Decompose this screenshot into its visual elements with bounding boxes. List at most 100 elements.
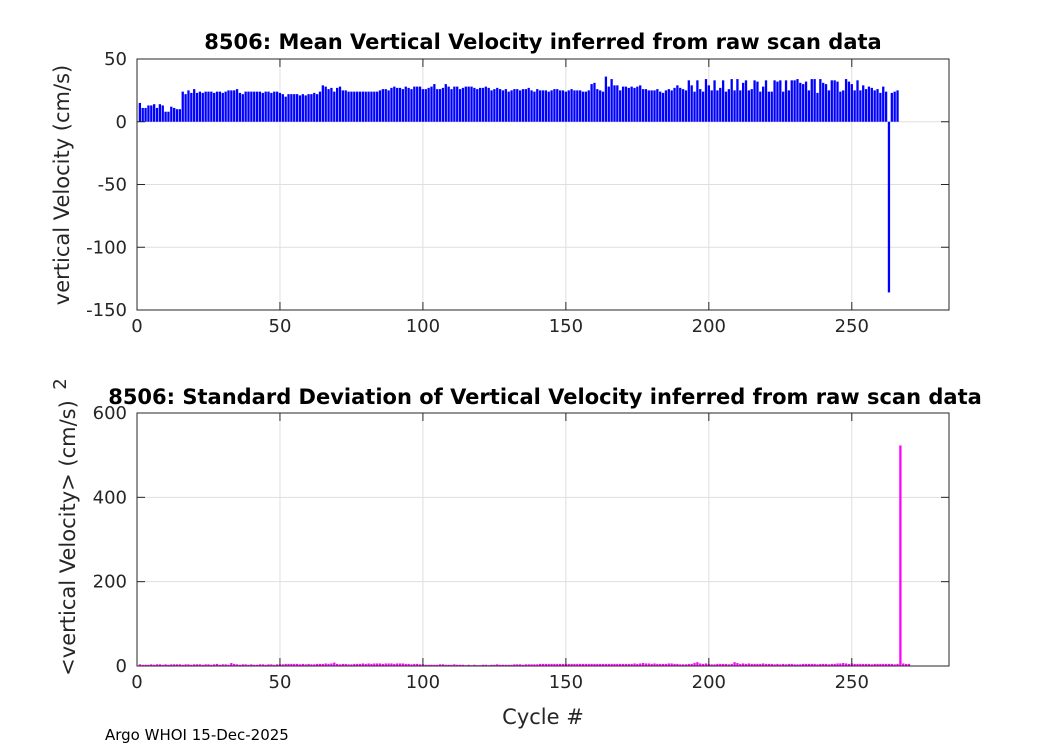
bar-cycle-79 xyxy=(361,91,365,122)
bar-cycle-19 xyxy=(190,664,193,666)
bar-cycle-229 xyxy=(790,80,793,122)
bar-cycle-211 xyxy=(739,663,742,666)
bar-cycle-262 xyxy=(884,91,888,122)
bar-cycle-62 xyxy=(313,664,316,666)
bar-cycle-81 xyxy=(367,91,370,122)
bar-cycle-174 xyxy=(633,663,636,666)
bar-cycle-173 xyxy=(630,86,633,122)
bar-cycle-261 xyxy=(882,86,885,122)
bar-cycle-64 xyxy=(318,91,322,122)
bar-cycle-222 xyxy=(770,91,773,122)
bar-cycle-40 xyxy=(250,91,253,122)
bar-cycle-118 xyxy=(473,87,476,122)
bar-cycle-160 xyxy=(593,663,596,666)
bar-cycle-262 xyxy=(884,663,888,666)
bar-cycle-20 xyxy=(193,89,196,122)
bar-cycle-207 xyxy=(727,89,730,122)
bar-cycle-208 xyxy=(730,663,733,666)
bar-cycle-8 xyxy=(158,104,162,122)
bar-cycle-261 xyxy=(882,663,885,666)
bar-cycle-114 xyxy=(461,664,465,666)
bar-cycle-259 xyxy=(876,663,879,666)
bar-cycle-54 xyxy=(290,663,293,666)
bar-cycle-255 xyxy=(864,89,868,122)
bar-cycle-74 xyxy=(347,664,350,666)
bar-cycle-2 xyxy=(141,664,144,666)
bar-cycle-72 xyxy=(341,90,345,122)
bar-cycle-42 xyxy=(255,664,259,666)
bar-cycle-27 xyxy=(213,92,216,122)
y-tick-label: 50 xyxy=(104,49,127,70)
bar-cycle-248 xyxy=(844,663,848,666)
bar-cycle-19 xyxy=(190,92,193,122)
bar-cycle-97 xyxy=(413,663,416,666)
bar-cycle-33 xyxy=(230,663,233,666)
bar-cycle-269 xyxy=(904,663,908,666)
bar-cycle-88 xyxy=(387,663,390,666)
bar-cycle-31 xyxy=(224,664,227,666)
bar-cycle-74 xyxy=(347,91,350,122)
bar-cycle-122 xyxy=(484,664,487,666)
bar-cycle-168 xyxy=(616,663,619,666)
bar-cycle-171 xyxy=(624,86,628,122)
bar-cycle-242 xyxy=(827,664,831,666)
bar-cycle-185 xyxy=(664,90,668,122)
bar-cycle-79 xyxy=(361,663,365,666)
bar-cycle-148 xyxy=(559,663,562,666)
bar-cycle-55 xyxy=(293,663,296,666)
bars-top xyxy=(138,76,899,293)
bar-cycle-115 xyxy=(464,86,467,122)
bar-cycle-135 xyxy=(521,89,525,122)
bar-cycle-217 xyxy=(756,81,759,122)
bar-cycle-161 xyxy=(596,89,599,122)
bar-cycle-194 xyxy=(690,85,693,122)
bar-cycle-259 xyxy=(876,89,879,122)
bar-cycle-18 xyxy=(187,664,190,666)
bar-cycle-118 xyxy=(473,664,476,666)
bar-cycle-24 xyxy=(204,91,207,122)
bar-cycle-71 xyxy=(338,664,342,666)
bar-cycle-89 xyxy=(390,87,393,122)
bar-cycle-105 xyxy=(436,89,439,122)
bar-cycle-223 xyxy=(773,664,776,666)
bar-cycle-133 xyxy=(516,89,519,122)
bar-cycle-54 xyxy=(290,94,293,122)
bar-cycle-220 xyxy=(764,663,768,666)
bar-cycle-82 xyxy=(370,663,373,666)
bar-cycle-131 xyxy=(510,90,513,122)
bar-cycle-234 xyxy=(804,81,808,122)
x-tick-label: 150 xyxy=(549,316,583,337)
bar-cycle-39 xyxy=(247,664,250,666)
bar-cycle-141 xyxy=(539,663,542,666)
bar-cycle-98 xyxy=(416,663,419,666)
bar-cycle-58 xyxy=(301,94,304,122)
bar-cycle-161 xyxy=(596,663,599,666)
y-tick-label: 600 xyxy=(93,403,127,424)
bar-cycle-61 xyxy=(310,94,313,122)
bar-cycle-129 xyxy=(504,664,507,666)
bar-cycle-222 xyxy=(770,663,773,666)
bar-cycle-108 xyxy=(444,664,447,666)
bar-cycle-197 xyxy=(699,89,702,122)
bar-cycle-21 xyxy=(195,92,199,122)
bar-cycle-29 xyxy=(218,91,222,122)
bar-cycle-160 xyxy=(593,82,596,122)
x-tick-label: 200 xyxy=(692,316,726,337)
bar-cycle-159 xyxy=(590,84,593,122)
bar-cycle-32 xyxy=(227,90,230,122)
bar-cycle-13 xyxy=(173,664,176,666)
y-axis-label-top: vertical Velocity (cm/s) xyxy=(50,65,74,305)
bar-cycle-162 xyxy=(599,663,602,666)
bar-cycle-256 xyxy=(867,86,871,122)
bar-cycle-95 xyxy=(407,87,410,122)
bar-cycle-125 xyxy=(493,89,496,122)
bar-cycle-147 xyxy=(556,89,559,122)
bar-cycle-90 xyxy=(393,663,396,666)
bar-cycle-53 xyxy=(287,94,290,122)
bar-cycle-49 xyxy=(275,664,279,666)
bar-cycle-37 xyxy=(241,94,244,122)
bar-cycle-242 xyxy=(827,90,831,122)
bar-cycle-151 xyxy=(567,663,570,666)
bar-cycle-154 xyxy=(576,663,579,666)
bar-cycle-263 xyxy=(887,121,891,293)
